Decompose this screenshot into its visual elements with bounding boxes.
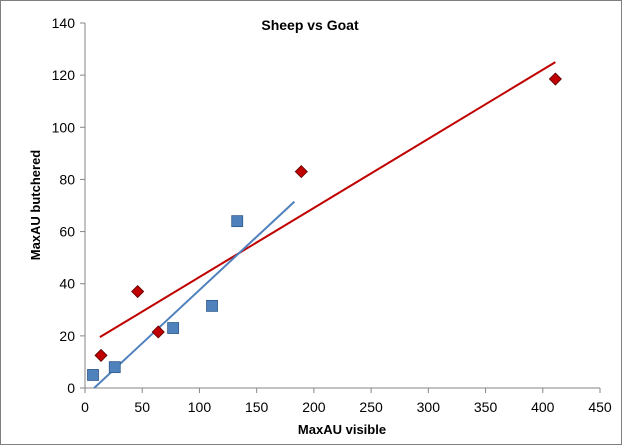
- y-axis-title: MaxAU butchered: [28, 150, 43, 261]
- x-tick-label: 350: [474, 399, 498, 415]
- y-tick-label: 120: [52, 67, 76, 83]
- x-tick-label: 200: [302, 399, 326, 415]
- x-tick-label: 250: [359, 399, 383, 415]
- x-tick-label: 100: [188, 399, 212, 415]
- chart-title: Sheep vs Goat: [261, 17, 359, 33]
- y-tick-label: 40: [59, 276, 75, 292]
- square-point: [231, 215, 244, 228]
- y-tick-label: 0: [67, 380, 75, 396]
- x-tick-label: 0: [81, 399, 89, 415]
- diamond-point: [294, 165, 308, 179]
- trendline-2: [93, 200, 296, 389]
- square-point: [206, 299, 218, 312]
- x-axis-title: MaxAU visible: [298, 422, 386, 437]
- diamond-point: [548, 72, 562, 86]
- x-tick-label: 150: [245, 399, 269, 415]
- x-tick-label: 400: [531, 399, 555, 415]
- y-tick-label: 80: [59, 171, 75, 187]
- x-tick-label: 450: [588, 399, 612, 415]
- x-tick-label: 300: [417, 399, 441, 415]
- diamond-point: [151, 325, 165, 339]
- square-point: [167, 322, 180, 334]
- square-point: [87, 369, 99, 381]
- data-points: [87, 72, 562, 381]
- y-tick-label: 100: [52, 119, 76, 135]
- trendlines: [93, 61, 556, 389]
- x-tick-label: 50: [134, 399, 150, 415]
- y-tick-label: 140: [52, 15, 76, 31]
- y-tick-label: 60: [59, 224, 75, 240]
- axes: 0 20 40 60 80 100 120 140 0 50 100 150 200 250 300 350 4…: [52, 15, 612, 415]
- y-tick-label: 20: [59, 328, 75, 344]
- diamond-point: [131, 284, 145, 299]
- square-point: [108, 361, 121, 374]
- trendline-1: [99, 61, 556, 339]
- diamond-point: [94, 348, 108, 362]
